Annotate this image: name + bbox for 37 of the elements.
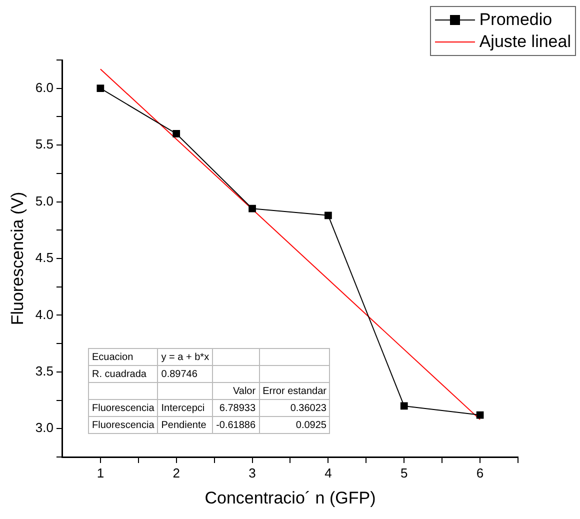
annotation: y = a + b*x bbox=[158, 348, 213, 366]
y-tick-label: 3.0 bbox=[35, 420, 54, 436]
annotation: Fluorescencia bbox=[88, 416, 158, 434]
x-tick-label: 4 bbox=[324, 465, 332, 480]
annotation: Error estandar bbox=[259, 382, 330, 400]
y-tick-label: 6.0 bbox=[35, 80, 54, 95]
x-tick-label: 1 bbox=[96, 465, 104, 480]
point bbox=[96, 84, 104, 92]
annotation: 0.89746 bbox=[158, 366, 213, 382]
x-tick-label: 3 bbox=[248, 465, 256, 480]
annotation: Valor bbox=[212, 382, 260, 400]
y-tick-label: 3.5 bbox=[35, 364, 54, 379]
x-tick-label: 5 bbox=[400, 465, 408, 480]
point bbox=[324, 212, 332, 220]
y-tick-label: 4.5 bbox=[35, 250, 54, 266]
annotation: -0.61886 bbox=[212, 416, 260, 434]
annotation: R. cuadrada bbox=[88, 366, 158, 382]
annotation: Intercepci bbox=[158, 400, 213, 416]
annotation: 6.78933 bbox=[212, 400, 260, 416]
y-tick-label: 5.5 bbox=[35, 136, 54, 152]
annotation: Fluorescencia bbox=[88, 400, 158, 416]
point bbox=[248, 204, 256, 212]
annotation: Pendiente bbox=[158, 416, 213, 434]
point bbox=[400, 402, 408, 410]
x-axis-title: Concentracio´ n (GFP) bbox=[204, 488, 376, 508]
x-tick-label: 6 bbox=[476, 465, 484, 480]
annotation: 0.0925 bbox=[259, 416, 330, 434]
annotation: 0.36023 bbox=[259, 400, 330, 416]
y-tick-label: 4.0 bbox=[35, 306, 54, 322]
point bbox=[476, 411, 484, 419]
annotation: Ecuacion bbox=[88, 348, 158, 366]
y-tick-label: 5.0 bbox=[35, 193, 54, 208]
legend-label: Promedio bbox=[479, 10, 552, 30]
point bbox=[172, 130, 180, 138]
legend-label: Ajuste lineal bbox=[479, 32, 571, 52]
x-tick-label: 2 bbox=[172, 465, 180, 480]
y-axis-title: Fluorescencia (V) bbox=[8, 192, 27, 326]
